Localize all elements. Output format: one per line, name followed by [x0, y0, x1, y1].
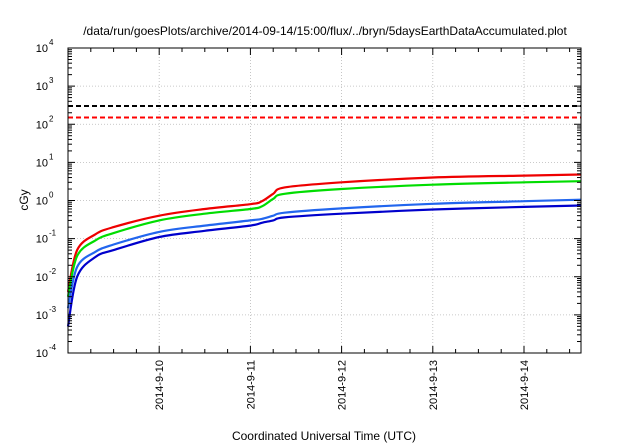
y-tick-exponent: -4 — [49, 343, 57, 352]
y-tick-label: 10 — [36, 81, 48, 93]
x-axis: 2014-9-10 2014-9-11 2014-9-12 2014-9-13 2014… — [90, 48, 571, 410]
series-line — [66, 173, 582, 293]
x-tick-label: 2014-9-11 — [245, 360, 257, 409]
y-tick-label: 10 — [36, 119, 48, 131]
y-tick-label: 10 — [36, 348, 48, 360]
y-tick-label: 10 — [36, 196, 48, 208]
grid — [68, 48, 581, 353]
series-lines — [66, 173, 582, 327]
y-tick-label: 10 — [36, 310, 48, 322]
series-line — [66, 204, 582, 327]
y-tick-label: 10 — [36, 43, 48, 55]
plot-frame — [67, 47, 582, 354]
x-axis-label: Coordinated Universal Time (UTC) — [232, 429, 416, 443]
series-line — [66, 198, 582, 309]
y-tick-label: 10 — [36, 272, 48, 284]
y-tick-exponent: -3 — [49, 305, 57, 314]
y-tick-exponent: 0 — [49, 191, 54, 200]
x-tick-label: 2014-9-12 — [337, 360, 349, 410]
x-tick-label: 2014-9-13 — [428, 360, 440, 410]
y-tick-exponent: 2 — [49, 114, 54, 123]
y-tick-exponent: -2 — [49, 267, 57, 276]
y-tick-exponent: 1 — [49, 152, 54, 161]
x-tick-label: 2014-9-14 — [519, 360, 531, 410]
y-tick-label: 10 — [36, 157, 48, 169]
threshold-lines — [68, 105, 581, 119]
series-line — [66, 180, 582, 297]
y-tick-exponent: 4 — [49, 38, 54, 47]
y-axis-label: cGy — [17, 189, 31, 210]
y-tick-exponent: 3 — [49, 76, 54, 85]
y-tick-exponent: -1 — [49, 229, 57, 238]
chart-title: /data/run/goesPlots/archive/2014-09-14/1… — [83, 24, 567, 38]
y-tick-label: 10 — [36, 234, 48, 246]
x-tick-label: 2014-9-10 — [154, 360, 166, 410]
